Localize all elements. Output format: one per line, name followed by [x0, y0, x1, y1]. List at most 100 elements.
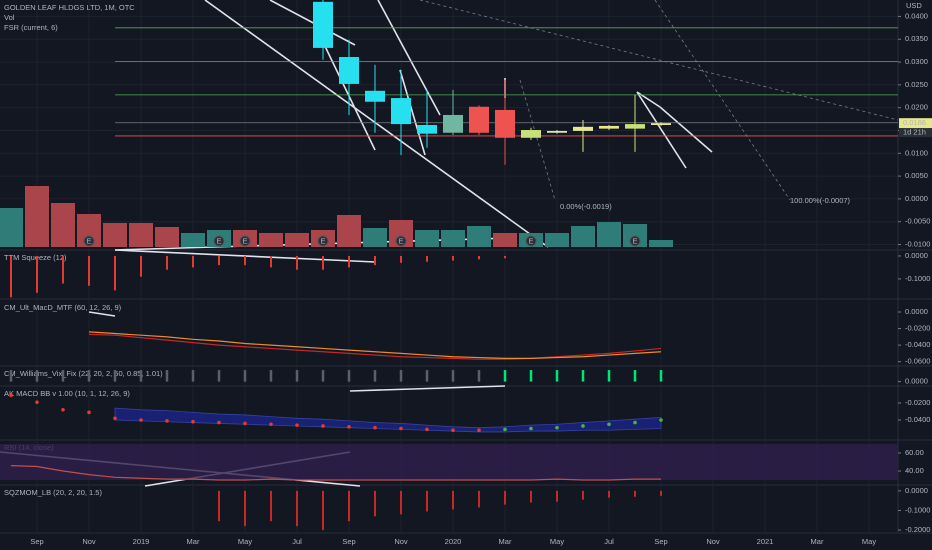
macd-dot	[373, 425, 377, 430]
bar	[426, 255, 428, 262]
indicator-title: SQZMOM_LB (20, 2, 20, 1.5)	[4, 488, 102, 497]
bar	[88, 255, 90, 286]
countdown-tag	[899, 128, 932, 138]
y-tick-label: 0.0000	[905, 194, 928, 203]
bar	[217, 370, 221, 382]
bar	[504, 490, 506, 505]
y-tick-label: 0.0100	[905, 148, 928, 157]
x-tick-label: Mar	[499, 537, 512, 546]
macd-dot	[659, 418, 663, 422]
earnings-marker	[525, 235, 537, 247]
bar	[363, 228, 387, 247]
bar	[571, 226, 595, 247]
fib-label: 0.00%(-0.0019)	[560, 202, 612, 211]
trendline	[636, 91, 687, 169]
bar	[166, 255, 168, 270]
macd-dot	[477, 428, 481, 433]
x-tick-label: May	[862, 537, 876, 546]
bar	[452, 255, 454, 261]
bar	[9, 370, 13, 382]
macd-dot	[61, 408, 65, 412]
earnings-marker	[213, 235, 225, 247]
macd-dot	[269, 422, 273, 427]
macd-dot	[217, 420, 221, 425]
bar	[218, 490, 220, 522]
macd-dot	[321, 424, 325, 428]
macd-dot	[555, 425, 559, 430]
indicator-title: CM_Ult_MacD_MTF (60, 12, 26, 9)	[4, 303, 122, 312]
earnings-label: E	[216, 236, 221, 245]
bar	[322, 255, 324, 270]
y-tick-label: -0.0200	[905, 324, 930, 333]
fib-label: 100.00%(-0.0007)	[790, 196, 851, 205]
bar	[633, 370, 637, 382]
bar	[451, 370, 455, 382]
candle-body	[469, 106, 489, 133]
bar	[634, 490, 636, 497]
y-tick-label: 40.00	[905, 466, 924, 475]
dashed-line	[419, 0, 899, 121]
y-tick-label: 0.0250	[905, 80, 928, 89]
bar	[36, 255, 38, 293]
bar	[114, 255, 116, 291]
bar	[269, 370, 273, 382]
earnings-marker	[317, 235, 329, 247]
x-tick-label: Sep	[342, 537, 355, 546]
dashed-line	[519, 79, 556, 201]
bar	[467, 226, 491, 247]
y-tick-label: 0.0000	[905, 486, 928, 495]
x-tick-label: Sep	[30, 537, 43, 546]
bar	[296, 255, 298, 270]
y-tick-label: -0.1000	[905, 505, 930, 514]
bar	[35, 370, 39, 382]
bar	[322, 490, 324, 531]
bar	[478, 490, 480, 508]
bar	[415, 230, 439, 247]
bar	[581, 370, 585, 382]
candle-body	[573, 126, 593, 131]
macd-dot	[451, 428, 455, 433]
y-tick-label: 0.0000	[905, 251, 928, 260]
candle-body	[599, 125, 619, 129]
y-tick-label: -0.0400	[905, 415, 930, 424]
candle-body	[521, 130, 541, 138]
x-tick-label: May	[550, 537, 564, 546]
earnings-marker	[83, 235, 95, 247]
bar	[529, 370, 533, 382]
candle-body	[651, 123, 671, 125]
bar	[478, 255, 480, 260]
trendline	[377, 0, 441, 116]
candle-body	[495, 109, 515, 138]
bar	[373, 370, 377, 382]
y-tick-label: 0.0000	[905, 307, 928, 316]
earnings-marker	[395, 235, 407, 247]
indicator-title: AK MACD BB v 1.00 (10, 1, 12, 26, 9)	[4, 389, 130, 398]
earnings-label: E	[86, 236, 91, 245]
bar	[244, 490, 246, 527]
bar	[87, 370, 91, 382]
y-tick-label: -0.0050	[905, 217, 930, 226]
macd-dot	[295, 423, 299, 427]
bar	[285, 233, 309, 247]
bar	[192, 255, 194, 268]
bar	[348, 490, 350, 522]
x-tick-label: Sep	[654, 537, 667, 546]
bar	[140, 255, 142, 277]
macd-dot	[399, 426, 403, 431]
symbol-title: GOLDEN LEAF HLDGS LTD, 1M, OTC	[4, 3, 135, 12]
bar	[155, 227, 179, 247]
earnings-label: E	[632, 236, 637, 245]
y-tick-label: 0.0400	[905, 11, 928, 20]
bar	[10, 255, 12, 298]
bar	[259, 233, 283, 247]
currency: USD	[906, 1, 922, 10]
candle-body	[391, 98, 411, 125]
indicator-line	[88, 331, 662, 359]
macd-dot	[503, 427, 507, 432]
bar	[270, 490, 272, 522]
bar	[399, 370, 403, 382]
bar	[0, 208, 23, 247]
bar	[218, 255, 220, 266]
macd-dot	[165, 419, 169, 423]
